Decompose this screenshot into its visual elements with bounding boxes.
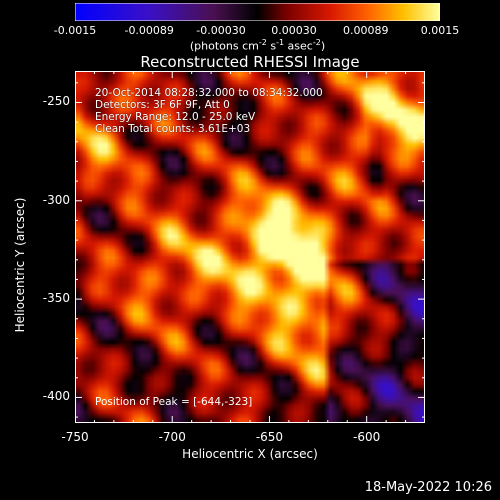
- colorbar-units: (photons cm-2 s-1 asec-2): [189, 38, 326, 53]
- plot-area: 20-Oct-2014 08:28:32.000 to 08:34:32.000…: [75, 71, 425, 423]
- colorbar: [74, 2, 441, 22]
- peak-position-label: Position of Peak = [-644,-323]: [95, 396, 253, 408]
- colorbar-tick-label: -0.00030: [196, 24, 246, 37]
- colorbar-tick-label: 0.00089: [343, 24, 389, 37]
- y-tick-label: -250: [42, 94, 70, 109]
- x-tick-label: -650: [255, 430, 284, 444]
- x-tick-label: -700: [158, 430, 186, 444]
- colorbar-gradient: [74, 2, 441, 22]
- y-tick-label: -300: [42, 192, 70, 207]
- y-tick-label: -400: [42, 389, 70, 404]
- info-energy-range: Energy Range: 12.0 - 25.0 keV: [95, 111, 256, 123]
- x-axis-label: Heliocentric X (arcsec): [182, 447, 318, 461]
- x-tick-label: -600: [353, 430, 381, 444]
- heatmap-image: [75, 71, 425, 423]
- y-axis-label: Heliocentric Y (arcsec): [13, 197, 27, 333]
- plot-frame: [75, 71, 425, 423]
- chart-title: Reconstructed RHESSI Image: [140, 53, 360, 71]
- info-detectors: Detectors: 3F 6F 9F, Att 0: [95, 99, 230, 111]
- x-tick-label: -750: [61, 430, 89, 444]
- colorbar-tick-label: 0.0015: [420, 24, 460, 37]
- info-block: 20-Oct-2014 08:28:32.000 to 08:34:32.000…: [95, 87, 323, 135]
- colorbar-tick-label: -0.0015: [53, 24, 97, 37]
- info-time-range: 20-Oct-2014 08:28:32.000 to 08:34:32.000: [95, 87, 323, 99]
- colorbar-tick-label: -0.00089: [124, 24, 174, 37]
- y-tick-label: -350: [42, 291, 70, 306]
- colorbar-tick-label: 0.00030: [271, 24, 317, 37]
- timestamp: 18-May-2022 10:26: [364, 480, 492, 495]
- info-total-counts: Clean Total counts: 3.61E+03: [95, 123, 251, 135]
